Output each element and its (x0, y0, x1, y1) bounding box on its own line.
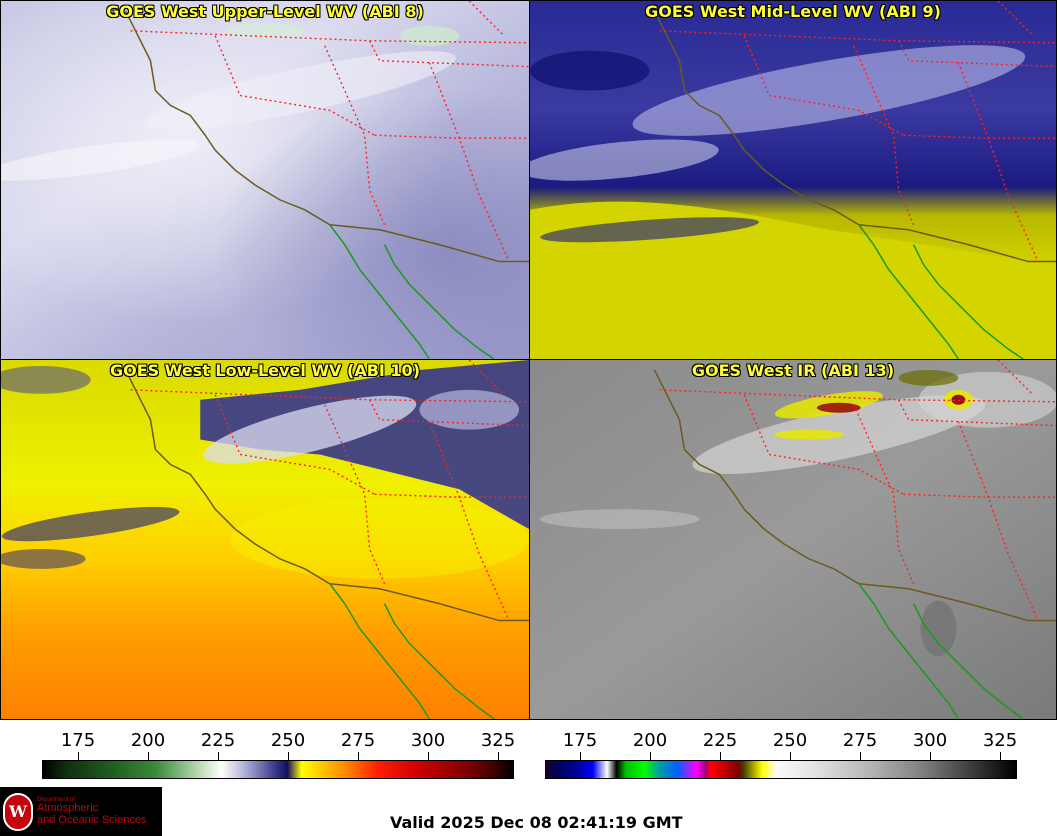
scale-tick (1000, 752, 1001, 760)
scale-label: 200 (131, 730, 165, 751)
scale-tick (358, 752, 359, 760)
scale-label: 175 (61, 730, 95, 751)
scale-label: 325 (481, 730, 515, 751)
water-vapor-color-bar (42, 760, 514, 779)
scale-label: 225 (201, 730, 235, 751)
scale-tick (860, 752, 861, 760)
ir-image (530, 360, 1056, 719)
scale-label: 325 (983, 730, 1017, 751)
panel-ir: GOES West IR (ABI 13) (529, 359, 1057, 720)
scale-tick (790, 752, 791, 760)
panel-title: GOES West IR (ABI 13) (530, 361, 1056, 380)
scale-tick (498, 752, 499, 760)
scale-tick (720, 752, 721, 760)
scale-label: 275 (341, 730, 375, 751)
ir-scale-labels: 175 200 225 250 275 300 325 (545, 730, 1017, 752)
footer-area: 175 200 225 250 275 300 325 175 200 225 … (0, 720, 1057, 836)
scale-label: 250 (271, 730, 305, 751)
valid-timestamp: Valid 2025 Dec 08 02:41:19 GMT (390, 813, 683, 832)
panel-low-level-wv: GOES West Low-Level WV (ABI 10) (0, 359, 530, 720)
panel-title: GOES West Upper-Level WV (ABI 8) (1, 2, 529, 21)
scale-label: 225 (703, 730, 737, 751)
scale-tick (148, 752, 149, 760)
panel-upper-level-wv: GOES West Upper-Level WV (ABI 8) (0, 0, 530, 360)
scale-tick (78, 752, 79, 760)
scale-label: 200 (633, 730, 667, 751)
scale-label: 300 (411, 730, 445, 751)
low-level-wv-image (1, 360, 529, 719)
scale-label: 275 (843, 730, 877, 751)
scale-tick (650, 752, 651, 760)
uw-crest-icon: W (3, 793, 33, 831)
scale-label: 300 (913, 730, 947, 751)
aos-logo[interactable]: W Department of Atmospheric and Oceanic … (0, 787, 162, 836)
logo-text: Department of Atmospheric and Oceanic Sc… (37, 797, 146, 826)
scale-tick (288, 752, 289, 760)
scale-label: 250 (773, 730, 807, 751)
mid-level-wv-image (530, 1, 1056, 359)
scale-tick (580, 752, 581, 760)
water-vapor-scale-labels: 175 200 225 250 275 300 325 (42, 730, 514, 752)
panel-title: GOES West Mid-Level WV (ABI 9) (530, 2, 1056, 21)
scale-label: 175 (563, 730, 597, 751)
panel-mid-level-wv: GOES West Mid-Level WV (ABI 9) (529, 0, 1057, 360)
upper-level-wv-image (1, 1, 529, 359)
scale-tick (930, 752, 931, 760)
panel-title: GOES West Low-Level WV (ABI 10) (1, 361, 529, 380)
logo-line1: Atmospheric (37, 803, 146, 815)
ir-color-bar (545, 760, 1017, 779)
scale-tick (218, 752, 219, 760)
scale-tick (428, 752, 429, 760)
logo-line2: and Oceanic Sciences (37, 815, 146, 827)
